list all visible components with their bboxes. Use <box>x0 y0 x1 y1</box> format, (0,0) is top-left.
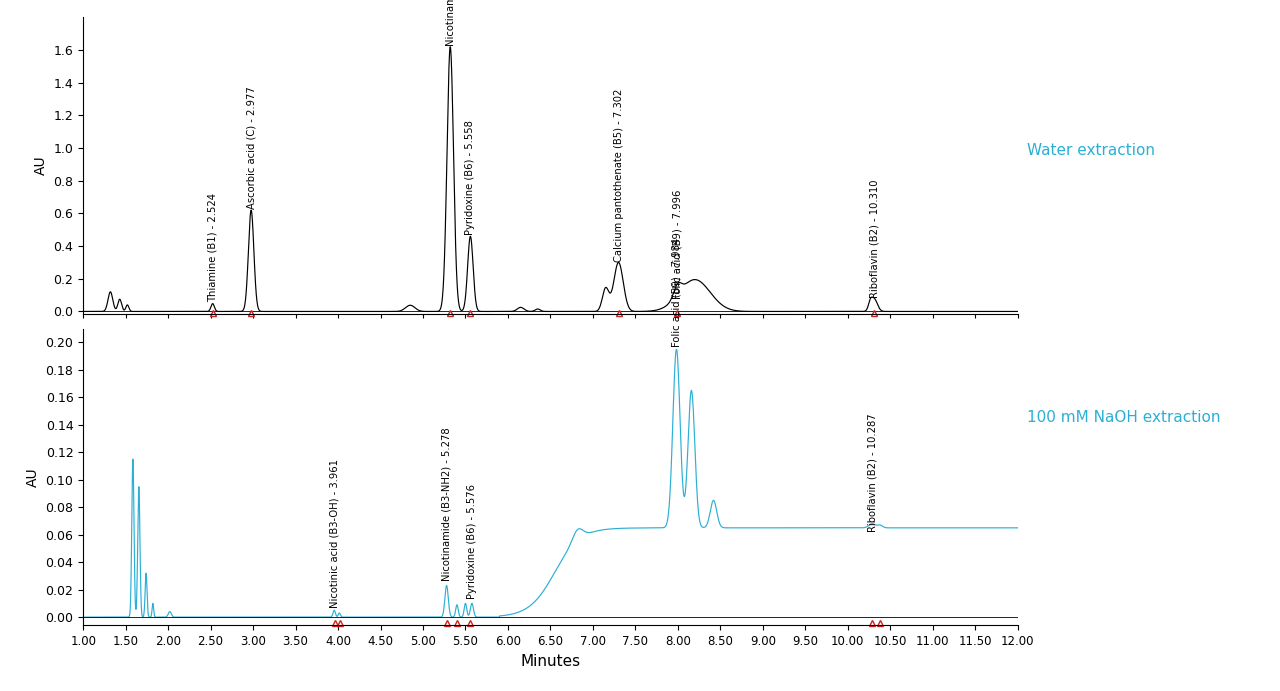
Text: Water extraction: Water extraction <box>1027 143 1155 158</box>
Text: Thiamine (B1) - 2.524: Thiamine (B1) - 2.524 <box>207 193 218 303</box>
Text: Folic acid (B9) - 7.984: Folic acid (B9) - 7.984 <box>672 238 681 347</box>
X-axis label: Minutes: Minutes <box>521 654 580 669</box>
Text: Ascorbic acid (C) - 2.977: Ascorbic acid (C) - 2.977 <box>246 86 256 209</box>
Text: Riboflavin (B2) - 10.310: Riboflavin (B2) - 10.310 <box>869 179 879 298</box>
Text: 100 mM NaOH extraction: 100 mM NaOH extraction <box>1027 410 1220 425</box>
Text: Nicotinamide (B3-NH2) - 5.321: Nicotinamide (B3-NH2) - 5.321 <box>445 0 456 46</box>
Text: Nicotinamide (B3-NH2) - 5.278: Nicotinamide (B3-NH2) - 5.278 <box>442 428 452 581</box>
Y-axis label: AU: AU <box>35 155 47 176</box>
Text: Pyridoxine (B6) - 5.576: Pyridoxine (B6) - 5.576 <box>467 484 477 599</box>
Text: Riboflavin (B2) - 10.287: Riboflavin (B2) - 10.287 <box>867 413 877 532</box>
Text: Pyridoxine (B6) - 5.558: Pyridoxine (B6) - 5.558 <box>466 120 475 236</box>
Text: Nicotinic acid (B3-OH) - 3.961: Nicotinic acid (B3-OH) - 3.961 <box>330 459 339 607</box>
Text: Folic acid (B9) - 7.996: Folic acid (B9) - 7.996 <box>672 190 682 299</box>
Y-axis label: AU: AU <box>26 467 40 487</box>
Text: Calcium pantothenate (B5) - 7.302: Calcium pantothenate (B5) - 7.302 <box>613 88 623 262</box>
